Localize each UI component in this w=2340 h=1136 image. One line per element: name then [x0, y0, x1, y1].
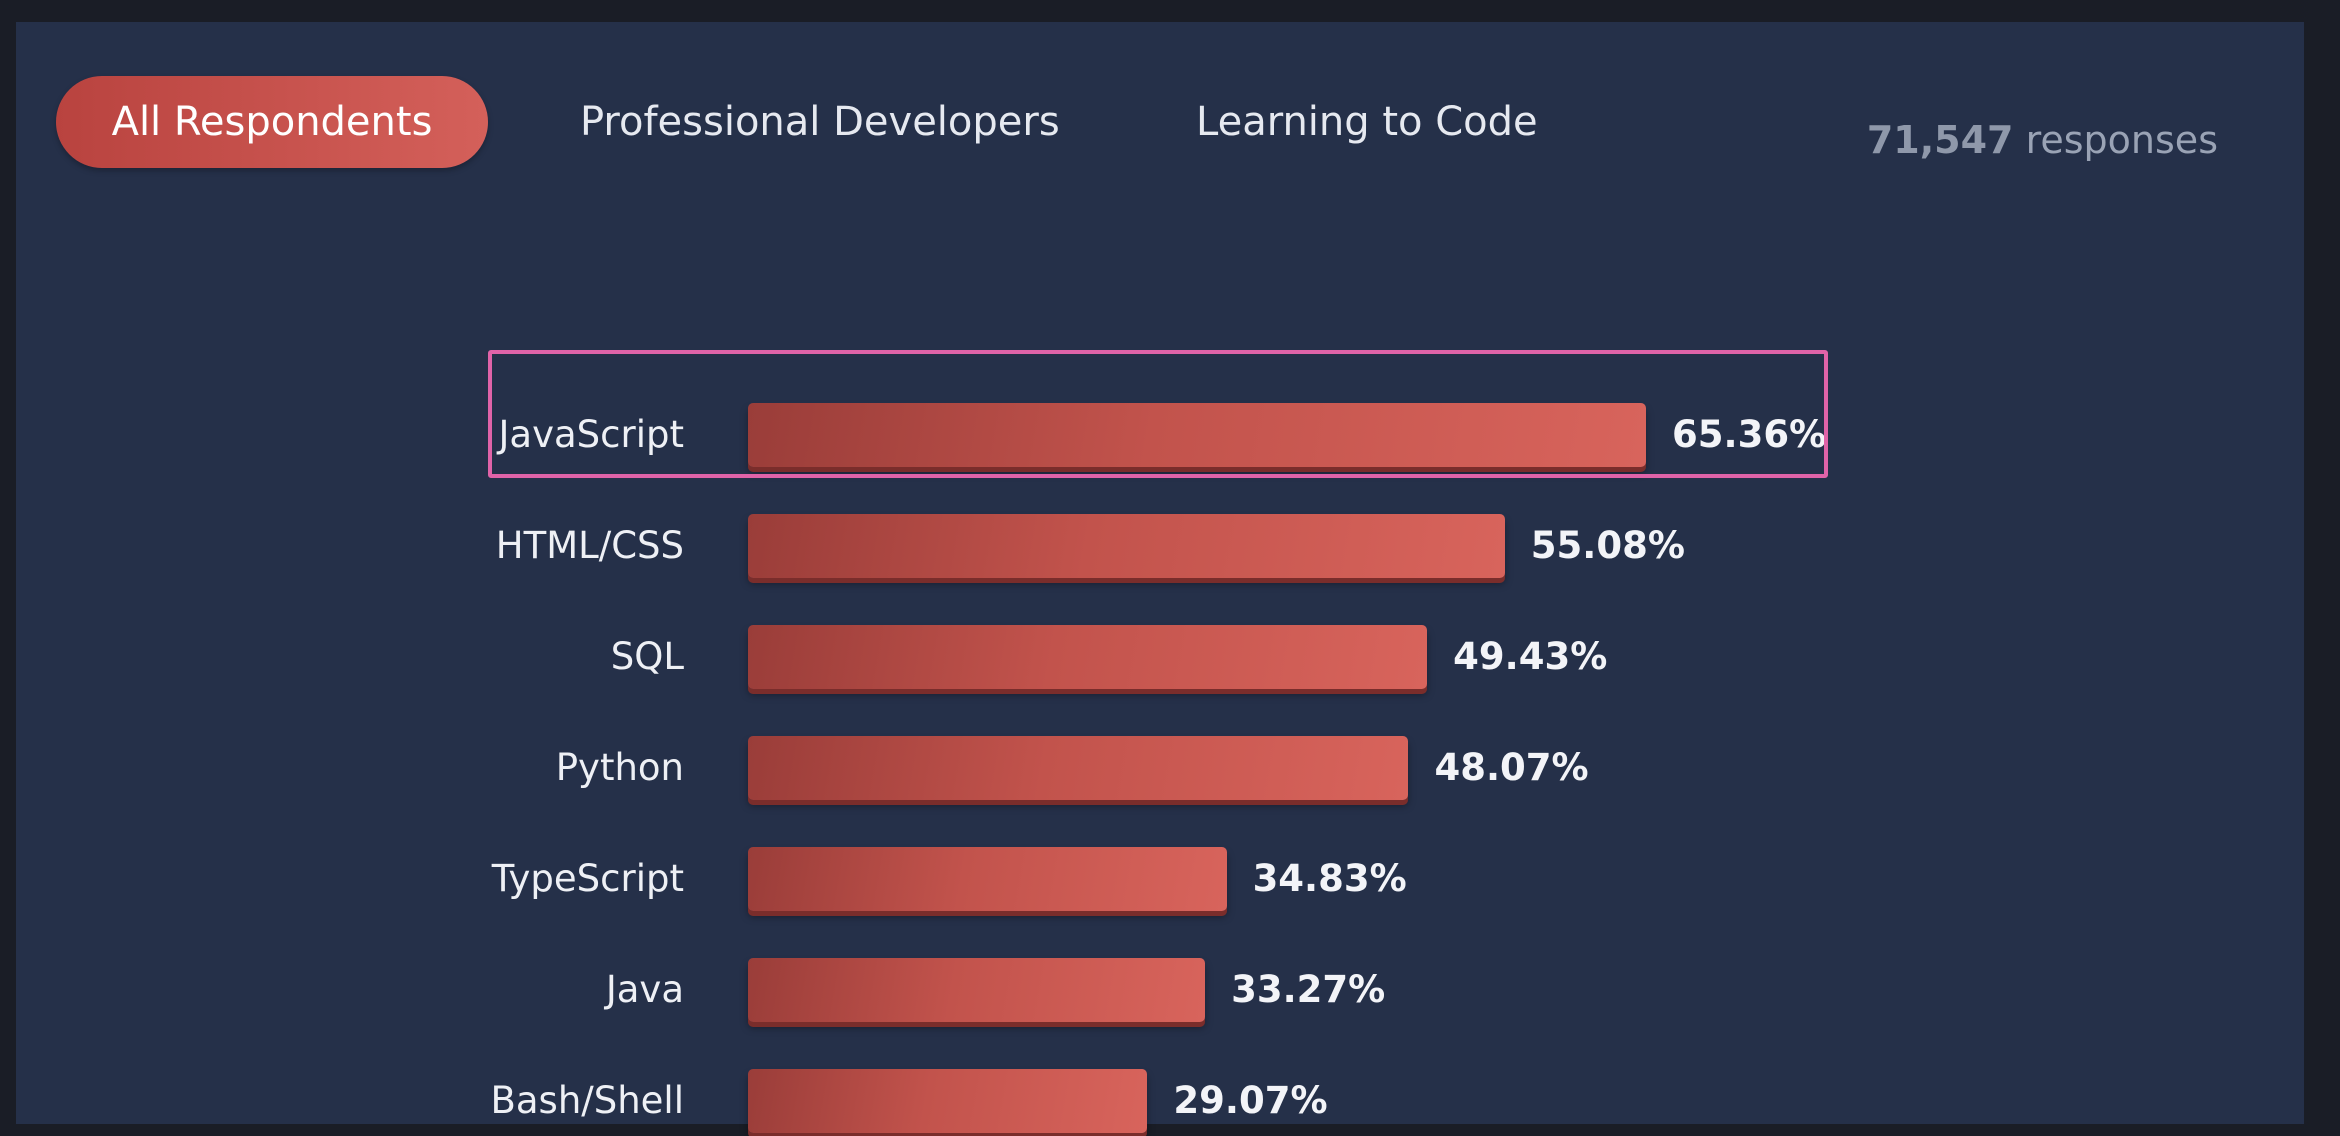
category-label: TypeScript — [491, 857, 684, 900]
responses-count: 71,547 responses — [1867, 118, 2218, 162]
bar-row: Bash/Shell 29.07% — [16, 1066, 2304, 1136]
category-label: SQL — [610, 635, 684, 678]
value-label: 55.08% — [1530, 524, 1685, 567]
responses-label: responses — [2025, 118, 2218, 162]
category-label: HTML/CSS — [495, 524, 684, 567]
category-label: Java — [605, 968, 684, 1011]
category-label: Bash/Shell — [490, 1079, 684, 1122]
bar-row: Java 33.27% — [16, 955, 2304, 1025]
bar-chart: JavaScript 65.36% HTML/CSS 55.08% SQL 49.43% P… — [16, 22, 2304, 1133]
value-label: 65.36% — [1672, 413, 1827, 456]
value-label: 49.43% — [1453, 635, 1608, 678]
value-label: 29.07% — [1173, 1079, 1328, 1122]
bar[interactable] — [748, 514, 1505, 578]
bar-row: TypeScript 34.83% — [16, 844, 2304, 914]
tab-professional-developers[interactable]: Professional Developers — [580, 99, 1060, 145]
bar-row: Python 48.07% — [16, 733, 2304, 803]
chart-panel: All Respondents Professional Developers … — [16, 22, 2304, 1133]
bar-row: HTML/CSS 55.08% — [16, 511, 2304, 581]
category-label: JavaScript — [498, 413, 684, 456]
respondent-tabs: All Respondents Professional Developers … — [56, 76, 2304, 168]
bar-row: JavaScript 65.36% — [16, 400, 2304, 470]
responses-number: 71,547 — [1866, 118, 2014, 162]
bar[interactable] — [748, 958, 1206, 1022]
category-label: Python — [555, 746, 684, 789]
bar[interactable] — [748, 847, 1227, 911]
value-label: 33.27% — [1231, 968, 1386, 1011]
bar-row: SQL 49.43% — [16, 622, 2304, 692]
tab-all-respondents[interactable]: All Respondents — [56, 76, 488, 168]
bar[interactable] — [748, 736, 1409, 800]
bar[interactable] — [748, 1069, 1148, 1133]
tab-learning-to-code[interactable]: Learning to Code — [1196, 99, 1538, 145]
value-label: 34.83% — [1252, 857, 1407, 900]
value-label: 48.07% — [1434, 746, 1589, 789]
bar[interactable] — [748, 403, 1647, 467]
bar[interactable] — [748, 625, 1428, 689]
